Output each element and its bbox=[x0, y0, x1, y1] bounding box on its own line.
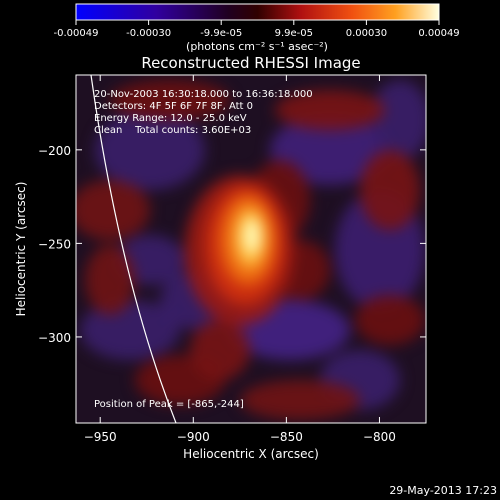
x-axis-label: Heliocentric X (arcsec) bbox=[183, 447, 319, 461]
annotation-peak: Position of Peak = [-865,-244] bbox=[94, 399, 244, 410]
y-tick-label: −250 bbox=[38, 237, 71, 251]
colorbar-tick-label: -0.00030 bbox=[126, 28, 171, 39]
heatmap-feature bbox=[85, 245, 135, 315]
annotation-clean: Clean Total counts: 3.60E+03 bbox=[94, 125, 251, 136]
heatmap-feature bbox=[80, 300, 180, 360]
heatmap-feature bbox=[240, 380, 360, 420]
y-tick-label: −200 bbox=[38, 144, 71, 158]
heatmap-feature bbox=[370, 80, 426, 160]
solar-limb bbox=[90, 75, 177, 423]
colorbar bbox=[75, 3, 440, 21]
heatmap-feature bbox=[270, 115, 390, 185]
heatmap-feature bbox=[243, 218, 261, 254]
heatmap-feature bbox=[360, 150, 420, 230]
annotation-time: 20-Nov-2003 16:30:18.000 to 16:36:18.000 bbox=[94, 89, 313, 100]
colorbar-tick-label: 0.00049 bbox=[418, 28, 459, 39]
colorbar-ticks: -0.00049 -0.00030 -9.9e-05 9.9e-05 0.00030 0.… bbox=[54, 20, 460, 39]
colorbar-unit-label: (photons cm⁻² s⁻¹ asec⁻²) bbox=[186, 40, 328, 53]
annotation-detectors: Detectors: 4F 5F 6F 7F 8F, Att 0 bbox=[94, 101, 253, 112]
chart-title: Reconstructed RHESSI Image bbox=[141, 54, 360, 72]
x-tick-label: −950 bbox=[84, 430, 117, 444]
x-tick-label: −800 bbox=[363, 430, 396, 444]
heatmap-feature bbox=[275, 90, 385, 130]
colorbar-tick-label: 0.00030 bbox=[346, 28, 387, 39]
x-tick-label: −850 bbox=[270, 430, 303, 444]
colorbar-tick-label: -0.00049 bbox=[54, 28, 99, 39]
heatmap-area bbox=[76, 75, 426, 423]
colorbar-tick-label: -9.9e-05 bbox=[200, 28, 242, 39]
heatmap-feature bbox=[190, 320, 250, 380]
x-tick-label: −900 bbox=[177, 430, 210, 444]
y-axis-label: Heliocentric Y (arcsec) bbox=[14, 182, 28, 317]
footer-date: 29-May-2013 17:23 bbox=[389, 484, 497, 497]
heatmap-feature bbox=[76, 180, 150, 240]
heatmap-feature bbox=[95, 110, 205, 190]
y-axis-ticks: −200 −250 −300 bbox=[38, 144, 426, 345]
plot-frame bbox=[75, 74, 427, 424]
colorbar-tick-label: 9.9e-05 bbox=[275, 28, 313, 39]
heatmap-feature bbox=[355, 295, 425, 345]
annotation-energy: Energy Range: 12.0 - 25.0 keV bbox=[94, 113, 247, 124]
heatmap-feature bbox=[110, 80, 230, 120]
y-tick-label: −300 bbox=[38, 331, 71, 345]
x-axis-ticks: −950 −900 −850 −800 bbox=[84, 75, 396, 444]
